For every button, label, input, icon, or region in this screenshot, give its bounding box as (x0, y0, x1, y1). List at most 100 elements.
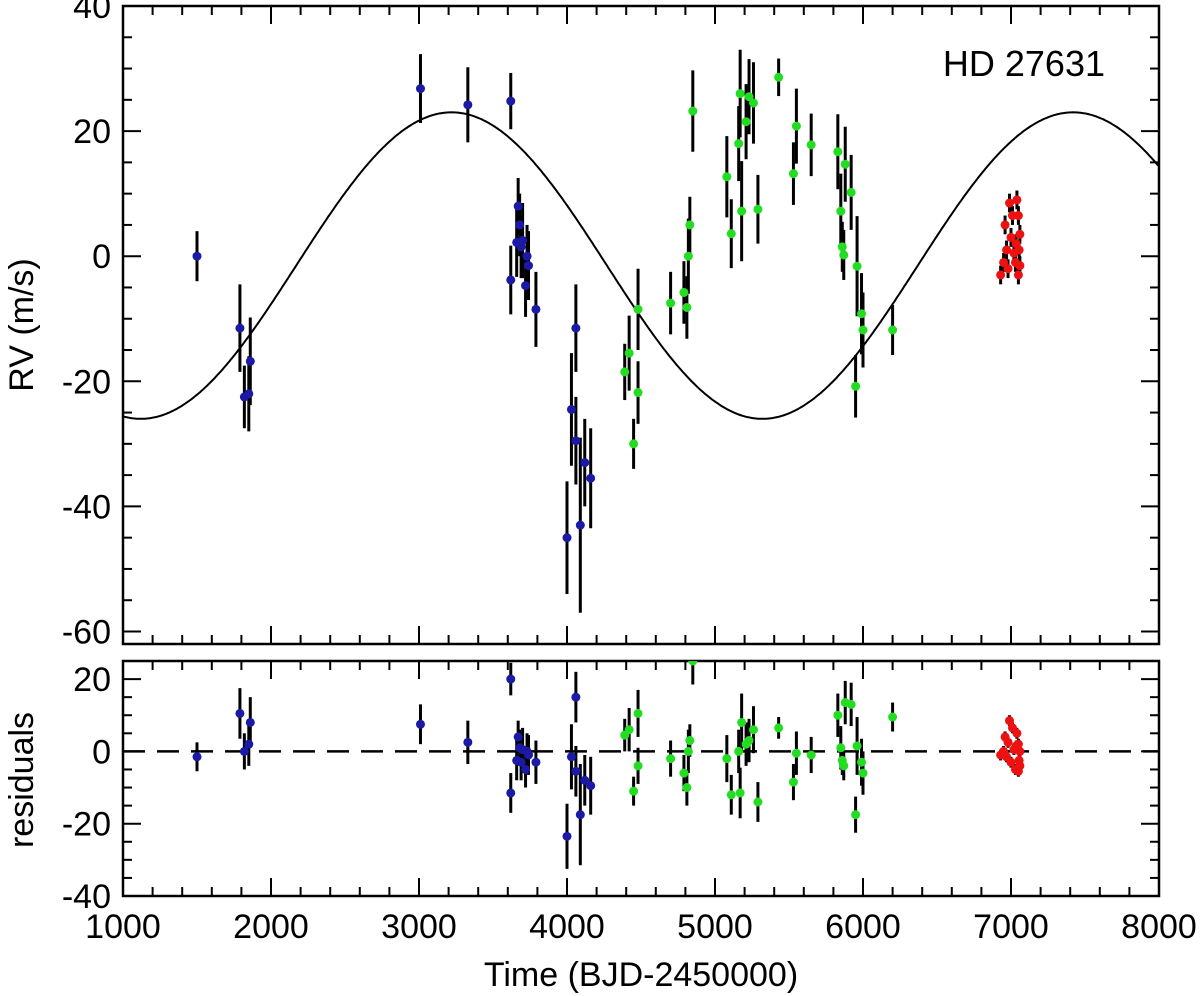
data-point (999, 257, 1009, 267)
data-point (748, 725, 758, 735)
data-point (666, 298, 676, 308)
data-point (192, 251, 202, 261)
data-point (722, 172, 732, 182)
data-point (679, 287, 689, 297)
data-point (852, 741, 862, 751)
data-point (192, 752, 202, 762)
data-point (580, 775, 590, 785)
data-point (562, 831, 572, 841)
data-point (463, 100, 473, 110)
data-point (774, 72, 784, 82)
data-layer (123, 49, 1159, 613)
data-point (1005, 198, 1015, 208)
data-point (806, 140, 816, 150)
data-point (836, 206, 846, 216)
data-point (836, 743, 846, 753)
data-point (744, 92, 754, 102)
data-point (839, 761, 849, 771)
data-point (244, 739, 254, 749)
data-point (666, 754, 676, 764)
data-point (513, 201, 523, 211)
y-tick-label: -20 (62, 363, 111, 401)
star-label: HD 27631 (943, 43, 1105, 84)
data-point (531, 304, 541, 314)
data-point (846, 187, 856, 197)
data-point (852, 261, 862, 271)
data-point (620, 367, 630, 377)
data-point (1015, 261, 1025, 271)
data-point (629, 439, 639, 449)
data-point (580, 458, 590, 468)
data-point (685, 736, 695, 746)
data-point (1015, 746, 1025, 756)
data-point (633, 304, 643, 314)
data-point (791, 748, 801, 758)
data-point (1002, 245, 1012, 255)
data-point (1006, 232, 1016, 242)
data-point (788, 169, 798, 179)
data-point (571, 766, 581, 776)
x-tick-label: 4000 (529, 908, 605, 946)
data-point (518, 236, 528, 246)
data-point (888, 712, 898, 722)
data-point (562, 533, 572, 543)
data-point (1013, 739, 1023, 749)
data-point (415, 719, 425, 729)
data-point (531, 757, 541, 767)
data-point (846, 699, 856, 709)
data-point (235, 323, 245, 333)
x-tick-label: 1000 (85, 908, 161, 946)
data-point (566, 404, 576, 414)
data-point (996, 270, 1006, 280)
data-point (571, 692, 581, 702)
y-tick-label: 20 (73, 113, 111, 151)
data-point (1014, 245, 1024, 255)
data-point (833, 710, 843, 720)
data-point (737, 717, 747, 727)
data-point (858, 325, 868, 335)
rv-panel: -60 -40 -20 0 20 40 (62, 0, 1161, 651)
data-point (791, 121, 801, 131)
y-tick-label: 0 (92, 733, 111, 771)
data-point (857, 309, 867, 319)
x-tick-label: 6000 (825, 908, 901, 946)
data-point (774, 723, 784, 733)
data-point (1003, 264, 1013, 274)
y-tick-label: 0 (92, 238, 111, 276)
data-point (1012, 728, 1022, 738)
data-point (521, 281, 531, 291)
rv-axis-label: RV (m/s) (3, 258, 41, 391)
data-point (857, 757, 867, 767)
data-point (735, 89, 745, 99)
data-point (566, 752, 576, 762)
time-axis-label: Time (BJD-2450000) (484, 956, 798, 994)
data-point (753, 797, 763, 807)
data-point (748, 98, 758, 108)
data-point (735, 788, 745, 798)
data-point (506, 96, 516, 106)
data-point (753, 204, 763, 214)
data-point (726, 790, 736, 800)
data-point (888, 325, 898, 335)
data-point (633, 708, 643, 718)
y-tick-label: -60 (62, 613, 111, 651)
data-point (506, 275, 516, 285)
data-point (851, 381, 861, 391)
data-point (235, 708, 245, 718)
data-point (586, 781, 596, 791)
data-point (744, 736, 754, 746)
data-point (1003, 737, 1013, 747)
data-point (685, 220, 695, 230)
x-tick-label: 3000 (381, 908, 457, 946)
data-point (524, 750, 534, 760)
residuals-panel: -40 -20 0 20 1000 2000 3000 4000 5000 6000 7000 800… (62, 659, 1197, 946)
data-point (1006, 757, 1016, 767)
data-point (415, 84, 425, 94)
data-point (624, 348, 634, 358)
data-point (1015, 229, 1025, 239)
data-layer (123, 661, 1159, 869)
x-tick-label: 2000 (233, 908, 309, 946)
data-point (629, 786, 639, 796)
data-point (741, 117, 751, 127)
